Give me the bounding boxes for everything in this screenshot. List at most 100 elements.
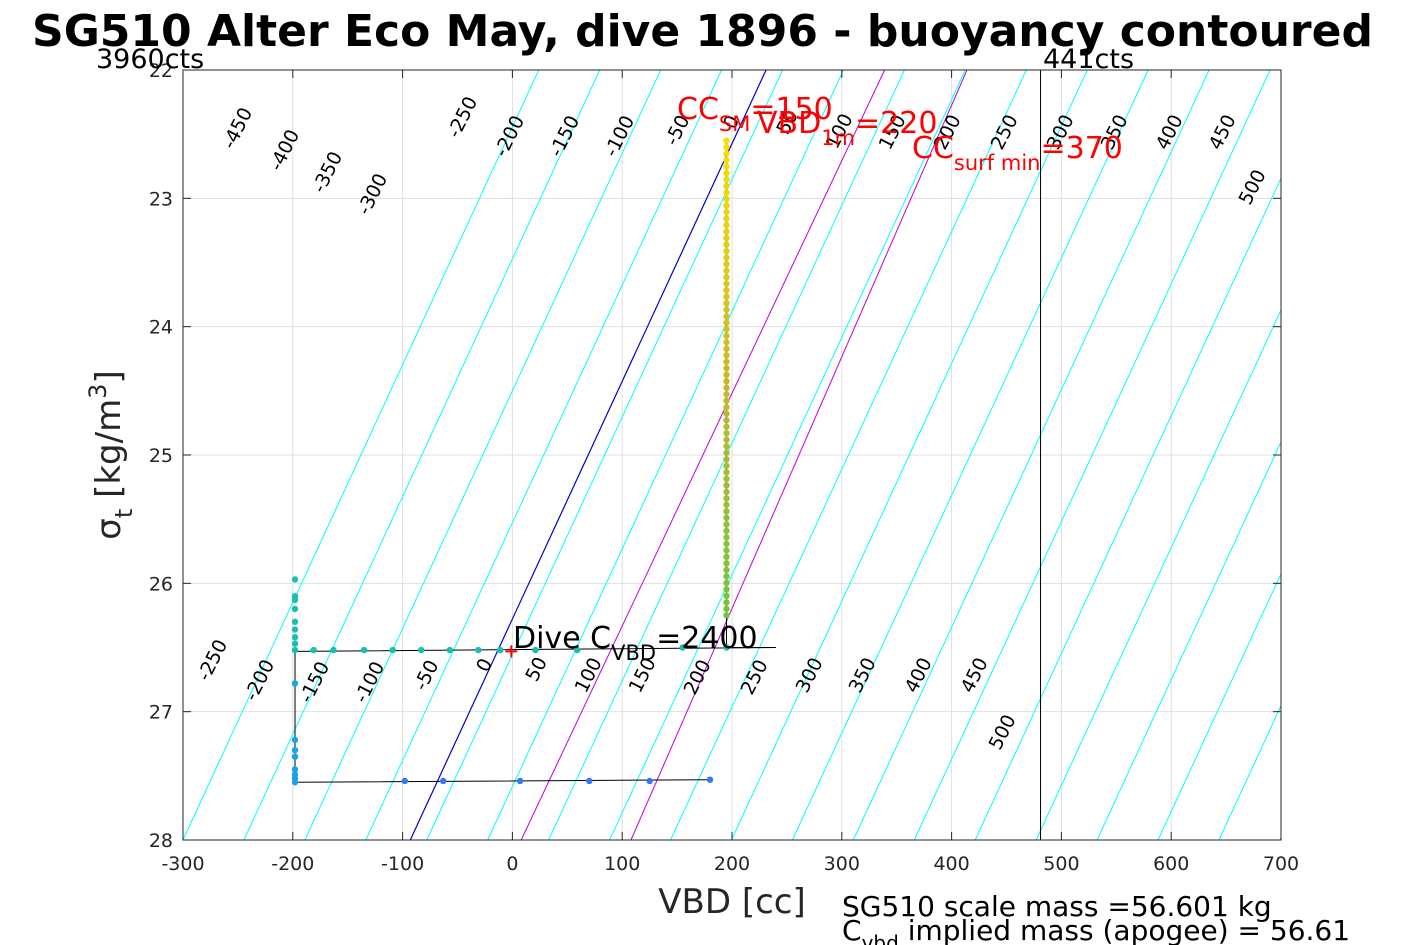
ascent-marker	[723, 560, 730, 567]
ascent-marker	[723, 423, 730, 430]
y-axis-symbol: σ	[89, 518, 129, 540]
ascent-marker	[723, 260, 730, 268]
ascent-marker	[723, 397, 730, 404]
x-tick-label: 500	[1043, 853, 1079, 875]
ascent-marker	[723, 195, 730, 203]
contour-line	[426, 70, 783, 840]
contour-line	[1035, 308, 1281, 840]
ascent-marker	[723, 534, 730, 541]
ascent-marker	[723, 449, 730, 457]
ascent-marker	[723, 254, 730, 261]
dive-cvbd-annotation: Dive CVBD=2400	[513, 621, 758, 665]
ascent-marker	[723, 404, 730, 411]
ascent-marker	[723, 599, 730, 606]
contour-line	[852, 70, 1210, 840]
ascent-marker	[723, 605, 730, 613]
ascent-marker	[723, 352, 730, 359]
ascent-marker	[723, 462, 730, 470]
ascent-marker	[723, 469, 730, 476]
bottom-marker	[291, 736, 299, 744]
contour-line	[304, 70, 662, 840]
ascent-marker	[723, 273, 730, 281]
ascent-marker	[723, 176, 730, 183]
ascent-marker	[723, 475, 730, 483]
implied-mass-rest: implied mass (apogee) = 56.61	[899, 914, 1350, 945]
ascent-marker	[723, 234, 730, 242]
neutral-buoyancy-line	[409, 70, 767, 840]
y-tick-label: 23	[149, 188, 173, 210]
ascent-marker	[723, 514, 730, 522]
ascent-marker	[723, 488, 730, 496]
contour-line	[1341, 70, 1417, 840]
x-tick-label: -300	[161, 853, 204, 875]
cc-sm-main: CC	[677, 92, 719, 127]
mid-marker	[497, 646, 504, 654]
mid-marker	[723, 644, 730, 651]
x-tick-label: 200	[714, 853, 750, 875]
y-tick-label: 28	[149, 830, 173, 852]
vbd-1m-sub: 1m	[821, 126, 855, 150]
ascent-marker	[723, 358, 730, 365]
x-tick-label: 0	[506, 853, 518, 875]
ascent-marker	[723, 169, 730, 177]
ascent-marker	[723, 313, 730, 320]
implied-mass-footer: Cvbd implied mass (apogee) = 56.61	[842, 914, 1350, 945]
buoyancy-contours	[183, 70, 1417, 840]
ascent-marker	[723, 326, 730, 333]
descent-marker	[646, 777, 653, 785]
vbd-1m-main: VBD	[757, 106, 821, 141]
mid-marker	[475, 646, 482, 654]
vbd-1m-value: =220	[855, 106, 937, 141]
cc-surf-min-value: =370	[1040, 131, 1122, 166]
y-axis-unit: [kg/m	[89, 399, 129, 509]
ascent-marker	[723, 150, 730, 157]
contour-line	[365, 70, 723, 840]
y-axis-close: ]	[89, 370, 129, 383]
dive-markers	[291, 137, 730, 786]
ascent-marker	[723, 221, 730, 229]
ascent-marker	[723, 579, 730, 587]
mid-marker	[389, 646, 396, 654]
bottom-marker	[291, 680, 299, 687]
mid-marker	[310, 646, 317, 654]
ascent-marker	[723, 456, 730, 463]
mid-marker	[291, 626, 299, 633]
contour-line	[1279, 836, 1281, 840]
mid-marker	[291, 646, 299, 654]
ascent-marker	[723, 384, 730, 391]
cc-sm-annotation: CCSM=150	[677, 92, 833, 136]
cc-sm-sub: SM	[719, 112, 750, 136]
ascent-marker	[723, 241, 730, 248]
ascent-marker	[723, 339, 730, 346]
x-axis-label: VBD [cc]	[658, 882, 806, 922]
ascent-marker	[723, 365, 730, 372]
ascent-marker	[723, 345, 730, 352]
ascent-marker	[723, 182, 730, 190]
ascent-marker	[723, 553, 730, 561]
ascent-marker	[723, 482, 730, 489]
y-tick-label: 26	[149, 573, 173, 595]
ascent-marker	[723, 430, 730, 437]
mid-marker	[532, 646, 539, 654]
descent-marker	[516, 777, 524, 785]
bottom-marker	[291, 766, 299, 773]
ascent-marker	[723, 436, 730, 443]
ascent-marker	[723, 443, 730, 450]
vbd-1m-annotation: VBD1m=220	[757, 106, 937, 150]
x-tick-label: 600	[1153, 853, 1189, 875]
implied-mass-c: C	[842, 914, 862, 945]
ascent-marker	[723, 573, 730, 580]
dive-cvbd-sub: VBD	[611, 641, 656, 665]
descent-marker	[440, 777, 447, 785]
mid-marker	[291, 592, 299, 600]
ascent-marker	[723, 319, 730, 326]
bottom-marker	[291, 753, 299, 760]
contour-line	[183, 70, 540, 840]
contour-line	[609, 70, 966, 840]
ascent-marker	[723, 547, 730, 554]
ascent-marker	[723, 332, 730, 339]
dive-cvbd-value: =2400	[656, 621, 757, 656]
descent-marker	[401, 777, 408, 785]
ascent-marker	[723, 228, 730, 235]
cc-surf-min-annotation: CCsurf min=370	[912, 131, 1123, 175]
